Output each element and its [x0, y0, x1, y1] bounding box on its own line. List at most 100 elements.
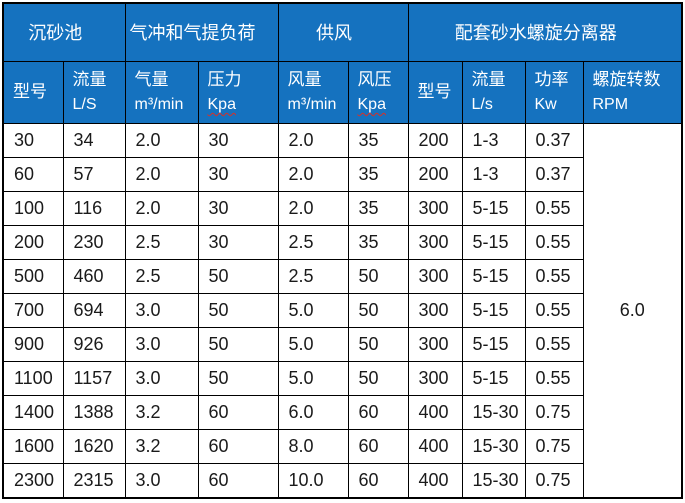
column-unit: Kpa [357, 96, 386, 113]
cell-r6-c7: 5-15 [461, 326, 526, 363]
cell-r8-c2: 3.2 [124, 395, 199, 431]
table-body: 30 34 2.0 30 2.0 35 200 1-3 0.37 6.0 60 57 2.0 30 2.0 3… [2, 122, 683, 499]
cell-r10-c2: 3.0 [124, 463, 199, 499]
cell-r2-c0: 100 [2, 190, 64, 226]
cell-r0-c3: 30 [197, 122, 279, 158]
column-header-8: 功率 Kw [524, 60, 584, 124]
column-header-row: 型号 流量 L/S 气量 m³/min 压力 Kpa 风量 m³/min 风压 Kpa 型号 流量 L/s… [2, 60, 683, 124]
cell-r3-c5: 35 [347, 224, 409, 260]
cell-r1-c8: 0.37 [524, 156, 584, 192]
cell-r2-c8: 0.55 [524, 190, 584, 226]
cell-r10-c4: 10.0 [277, 463, 349, 499]
column-header-7: 流量 L/s [461, 60, 526, 124]
cell-r10-c1: 2315 [62, 463, 126, 499]
cell-r6-c6: 300 [407, 326, 463, 363]
cell-r0-c1: 34 [62, 122, 126, 158]
cell-r5-c5: 50 [347, 292, 409, 328]
column-label: 风量 [287, 70, 322, 89]
column-header-9: 螺旋转数 RPM [582, 60, 683, 124]
cell-r5-c0: 700 [2, 292, 64, 328]
cell-r3-c1: 230 [62, 224, 126, 260]
cell-r3-c3: 30 [197, 224, 279, 260]
column-label: 型号 [13, 82, 47, 101]
table-row-8: 1400 1388 3.2 60 6.0 60 400 15-30 0.75 [2, 395, 682, 431]
cell-r9-c5: 60 [347, 429, 409, 465]
cell-r3-c7: 5-15 [461, 224, 526, 260]
cell-r7-c3: 50 [197, 361, 279, 397]
cell-r8-c3: 60 [197, 395, 279, 431]
column-unit: RPM [592, 96, 629, 113]
cell-r2-c2: 2.0 [124, 190, 199, 226]
cell-r6-c1: 926 [62, 326, 126, 363]
column-unit: m³/min [134, 96, 184, 113]
cell-r0-c8: 0.37 [524, 122, 584, 158]
cell-r0-c5: 35 [347, 122, 409, 158]
column-unit: L/S [72, 96, 97, 113]
column-header-1: 流量 L/S [62, 60, 126, 124]
cell-r5-c1: 694 [62, 292, 126, 328]
cell-r1-c7: 1-3 [461, 156, 526, 192]
column-label: 功率 [534, 70, 569, 89]
cell-r3-c4: 2.5 [277, 224, 349, 260]
cell-r5-c2: 3.0 [124, 292, 199, 328]
cell-r9-c4: 8.0 [277, 429, 349, 465]
cell-r7-c7: 5-15 [461, 361, 526, 397]
cell-r5-c4: 5.0 [277, 292, 349, 328]
cell-r7-c0: 1100 [2, 361, 64, 397]
table-row-3: 200 230 2.5 30 2.5 35 300 5-15 0.55 [2, 224, 682, 260]
cell-r7-c6: 300 [407, 361, 463, 397]
cell-r6-c4: 5.0 [277, 326, 349, 363]
cell-r0-c6: 200 [407, 122, 463, 158]
cell-r9-c3: 60 [197, 429, 279, 465]
cell-r1-c3: 30 [197, 156, 279, 192]
cell-r5-c6: 300 [407, 292, 463, 328]
cell-r8-c8: 0.75 [524, 395, 584, 431]
table-row-5: 700 694 3.0 50 5.0 50 300 5-15 0.55 [2, 292, 682, 328]
cell-r0-c4: 2.0 [277, 122, 349, 158]
cell-r4-c0: 500 [2, 258, 64, 294]
table-row-4: 500 460 2.5 50 2.5 50 300 5-15 0.55 [2, 258, 682, 294]
column-unit: Kw [534, 96, 557, 113]
column-label: 风压 [357, 70, 392, 89]
cell-r2-c1: 116 [62, 190, 126, 226]
column-header-5: 风压 Kpa [347, 60, 409, 124]
cell-r9-c6: 400 [407, 429, 463, 465]
column-unit: m³/min [287, 96, 337, 113]
cell-r6-c3: 50 [197, 326, 279, 363]
cell-r8-c0: 1400 [2, 395, 64, 431]
cell-r9-c0: 1600 [2, 429, 64, 465]
cell-r10-c6: 400 [407, 463, 463, 499]
cell-r3-c2: 2.5 [124, 224, 199, 260]
cell-r6-c5: 50 [347, 326, 409, 363]
table-row-2: 100 116 2.0 30 2.0 35 300 5-15 0.55 [2, 190, 682, 226]
column-unit: Kpa [207, 96, 236, 113]
cell-r1-c1: 57 [62, 156, 126, 192]
cell-r3-c8: 0.55 [524, 224, 584, 260]
column-header-3: 压力 Kpa [197, 60, 279, 124]
column-label: 气量 [134, 70, 169, 89]
cell-r7-c1: 1157 [62, 361, 126, 397]
cell-r9-c8: 0.75 [524, 429, 584, 465]
cell-r10-c3: 60 [197, 463, 279, 499]
cell-r1-c6: 200 [407, 156, 463, 192]
cell-r8-c6: 400 [407, 395, 463, 431]
group-header-1: 气冲和气提负荷 [124, 2, 279, 62]
cell-r0-c2: 2.0 [124, 122, 199, 158]
column-header-4: 风量 m³/min [277, 60, 349, 124]
cell-r4-c2: 2.5 [124, 258, 199, 294]
group-header-0: 沉砂池 [2, 2, 126, 62]
column-label: 流量 [471, 70, 506, 89]
column-unit: L/s [471, 96, 493, 113]
cell-r8-c4: 6.0 [277, 395, 349, 431]
cell-r3-c6: 300 [407, 224, 463, 260]
cell-r6-c0: 900 [2, 326, 64, 363]
cell-r4-c5: 50 [347, 258, 409, 294]
cell-r6-c2: 3.0 [124, 326, 199, 363]
table-row-10: 2300 2315 3.0 60 10.0 60 400 15-30 0.75 [2, 463, 682, 499]
cell-r2-c5: 35 [347, 190, 409, 226]
rpm-merged-cell: 6.0 [582, 122, 683, 499]
table-row-9: 1600 1620 3.2 60 8.0 60 400 15-30 0.75 [2, 429, 682, 465]
table-row-6: 900 926 3.0 50 5.0 50 300 5-15 0.55 [2, 326, 682, 363]
group-header-3: 配套砂水螺旋分离器 [407, 2, 683, 62]
